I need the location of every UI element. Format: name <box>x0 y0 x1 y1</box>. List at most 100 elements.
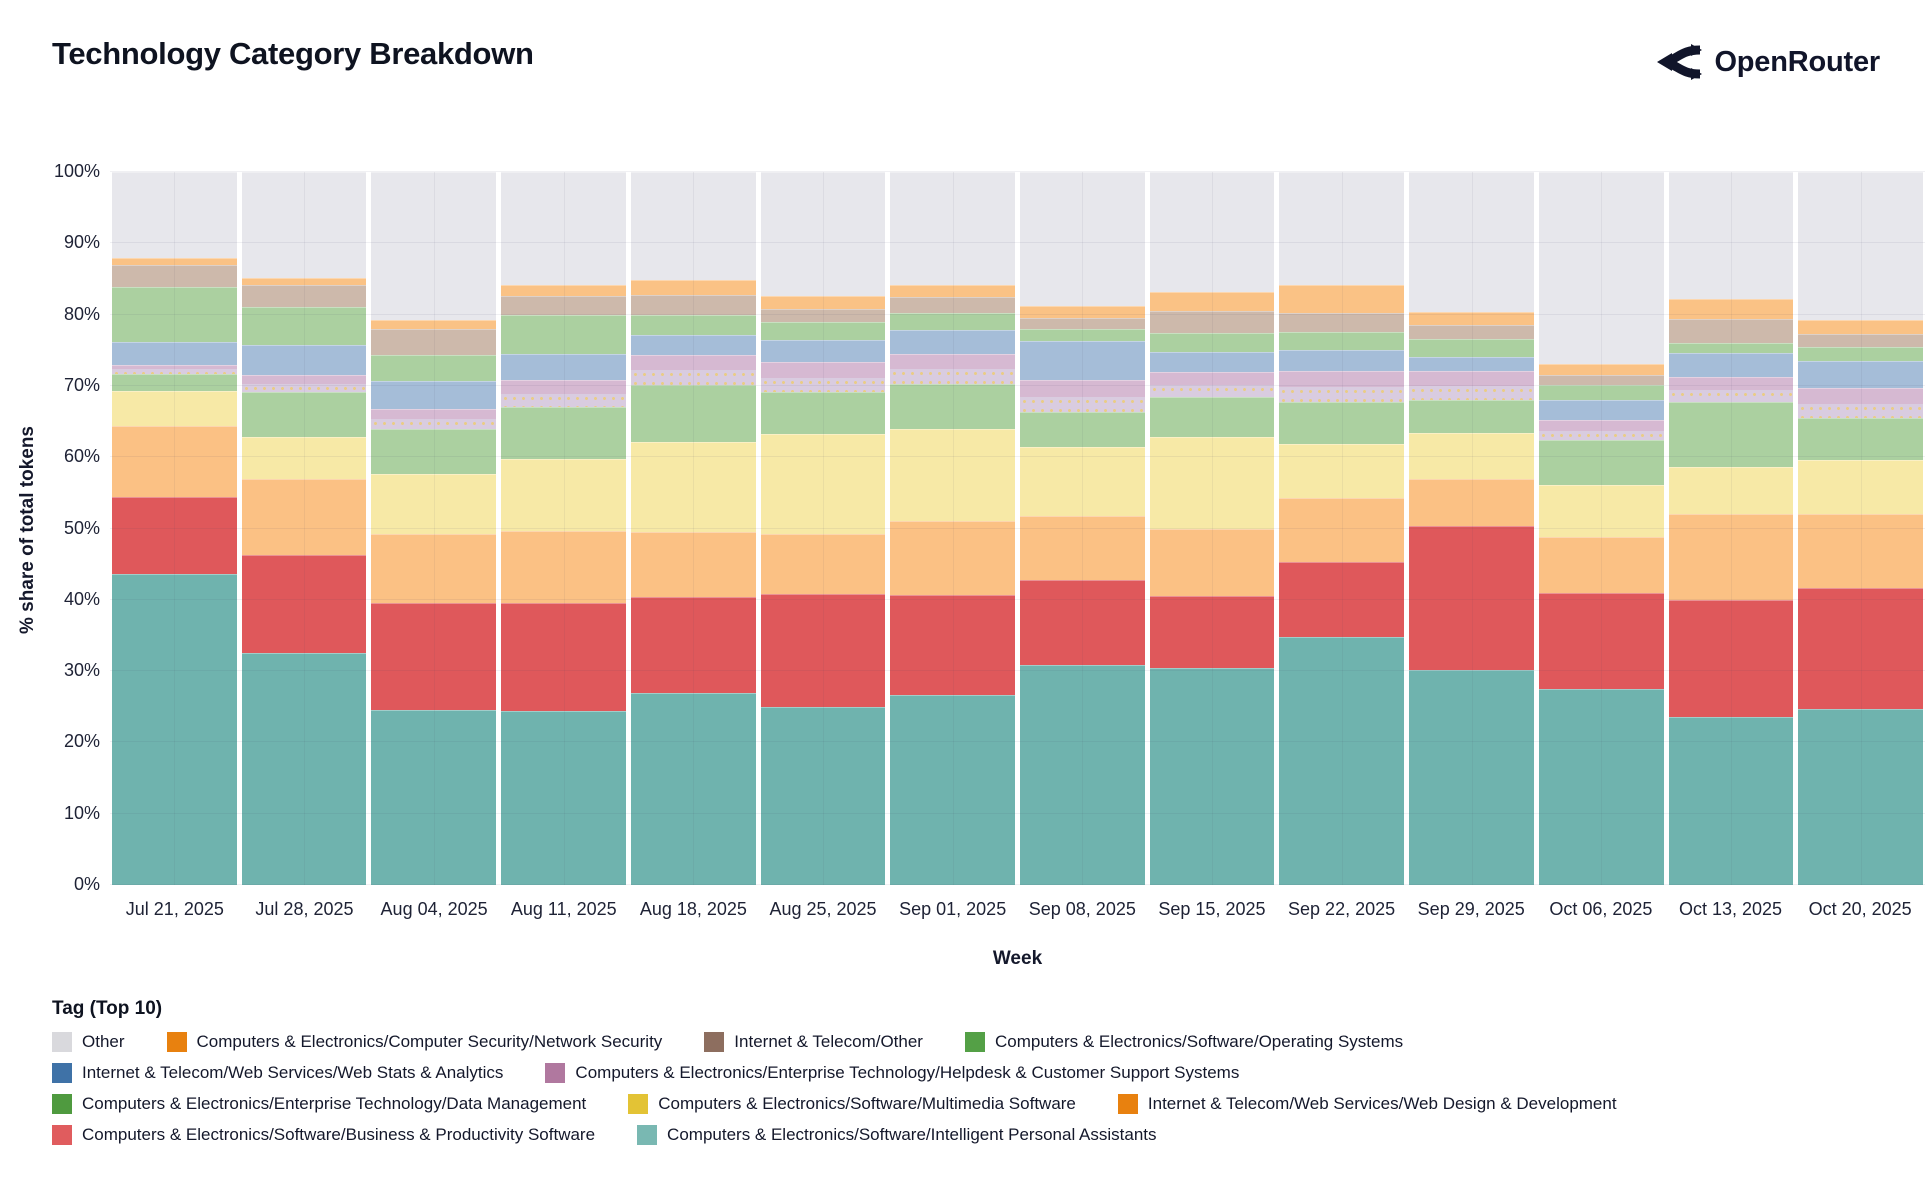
bar-segment-bp[interactable] <box>1149 595 1275 668</box>
bar-segment-other[interactable] <box>1020 172 1145 307</box>
bar-segment-webdesign[interactable] <box>890 521 1016 595</box>
bar-segment-multimedia[interactable] <box>1149 437 1275 529</box>
legend-item-os[interactable]: Computers & Electronics/Software/Operati… <box>964 1032 1403 1052</box>
bar-segment-os[interactable] <box>1020 328 1145 342</box>
bar-segment-other[interactable] <box>630 172 756 280</box>
bar-segment-netsec[interactable] <box>501 285 626 297</box>
bar-segment-bp[interactable] <box>1798 588 1924 709</box>
bar-segment-webdesign[interactable] <box>501 530 626 603</box>
bar-segment-ipa[interactable] <box>1409 669 1534 885</box>
bar-segment-datamgmt[interactable] <box>371 428 497 474</box>
bar-segment-netsec[interactable] <box>760 296 886 309</box>
bar-segment-multimedia[interactable] <box>1668 466 1794 515</box>
bar-segment-bp[interactable] <box>1409 525 1534 670</box>
bar-segment-other[interactable] <box>241 172 367 279</box>
bar-segment-netsec[interactable] <box>1538 363 1664 375</box>
bar-segment-os[interactable] <box>760 321 886 341</box>
bar-segment-bp[interactable] <box>241 554 367 653</box>
bar-segment-os[interactable] <box>1279 331 1405 351</box>
bar-segment-helpdesk[interactable] <box>1149 372 1275 398</box>
bar-segment-helpdesk[interactable] <box>1668 376 1794 402</box>
bar-segment-multimedia[interactable] <box>1538 485 1664 538</box>
legend-item-netsec[interactable]: Computers & Electronics/Computer Securit… <box>166 1032 662 1052</box>
bar-segment-helpdesk[interactable] <box>501 379 626 408</box>
legend-item-ipa[interactable]: Computers & Electronics/Software/Intelli… <box>637 1125 1157 1145</box>
bar-segment-multimedia[interactable] <box>1798 460 1924 515</box>
bar-segment-webdesign[interactable] <box>760 533 886 595</box>
bar-segment-bp[interactable] <box>501 602 626 712</box>
bar-segment-multimedia[interactable] <box>760 433 886 534</box>
bar-segment-netsec[interactable] <box>1798 320 1924 334</box>
bar-segment-datamgmt[interactable] <box>1798 418 1924 461</box>
bar-segment-helpdesk[interactable] <box>760 362 886 392</box>
bar-segment-bp[interactable] <box>1668 599 1794 717</box>
bar-segment-os[interactable] <box>241 306 367 346</box>
bar-segment-itother[interactable] <box>630 295 756 316</box>
bar-segment-netsec[interactable] <box>1149 291 1275 312</box>
bar-segment-datamgmt[interactable] <box>1020 412 1145 447</box>
bar-segment-itother[interactable] <box>1279 313 1405 332</box>
bar-segment-webdesign[interactable] <box>241 479 367 555</box>
bar-segment-ipa[interactable] <box>501 711 626 885</box>
bar-segment-datamgmt[interactable] <box>241 392 367 438</box>
bar-segment-ipa[interactable] <box>112 574 237 885</box>
bar-segment-other[interactable] <box>1538 172 1664 364</box>
bar-segment-multimedia[interactable] <box>1409 433 1534 479</box>
bar-segment-datamgmt[interactable] <box>630 384 756 443</box>
bar-segment-other[interactable] <box>1668 172 1794 299</box>
bar-segment-itother[interactable] <box>760 308 886 322</box>
bar-segment-os[interactable] <box>501 315 626 354</box>
legend-item-other[interactable]: Other <box>52 1032 125 1052</box>
bar-segment-webdesign[interactable] <box>1279 497 1405 563</box>
bar-segment-netsec[interactable] <box>371 319 497 329</box>
bar-segment-webdesign[interactable] <box>630 532 756 597</box>
bar-segment-datamgmt[interactable] <box>1538 440 1664 486</box>
bar-segment-datamgmt[interactable] <box>501 407 626 460</box>
bar-segment-itother[interactable] <box>1538 374 1664 386</box>
bar-segment-helpdesk[interactable] <box>112 364 237 375</box>
bar-segment-bp[interactable] <box>890 594 1016 696</box>
bar-segment-other[interactable] <box>501 172 626 286</box>
bar-segment-itother[interactable] <box>112 264 237 287</box>
bar-segment-datamgmt[interactable] <box>112 373 237 391</box>
bar-segment-os[interactable] <box>630 315 756 335</box>
bar-segment-other[interactable] <box>1798 172 1924 321</box>
bar-segment-webdesign[interactable] <box>1798 514 1924 589</box>
bar-segment-os[interactable] <box>1149 332 1275 353</box>
bar-segment-webstats[interactable] <box>1538 400 1664 421</box>
bar-segment-multimedia[interactable] <box>241 437 367 480</box>
bar-segment-other[interactable] <box>112 172 237 258</box>
bar-segment-bp[interactable] <box>1279 562 1405 637</box>
bar-segment-itother[interactable] <box>1020 317 1145 329</box>
bar-segment-ipa[interactable] <box>630 692 756 885</box>
bar-segment-ipa[interactable] <box>371 710 497 885</box>
bar-segment-helpdesk[interactable] <box>1538 420 1664 441</box>
bar-segment-webstats[interactable] <box>760 340 886 363</box>
bar-segment-helpdesk[interactable] <box>1279 370 1405 403</box>
bar-segment-netsec[interactable] <box>241 278 367 286</box>
bar-segment-itother[interactable] <box>1149 311 1275 333</box>
bar-segment-netsec[interactable] <box>1279 285 1405 314</box>
bar-segment-other[interactable] <box>1409 172 1534 312</box>
legend-item-webdesign[interactable]: Internet & Telecom/Web Services/Web Desi… <box>1117 1094 1617 1114</box>
bar-segment-bp[interactable] <box>630 596 756 693</box>
bar-segment-multimedia[interactable] <box>1279 443 1405 498</box>
bar-segment-webstats[interactable] <box>1409 357 1534 371</box>
bar-segment-other[interactable] <box>760 172 886 297</box>
bar-segment-itother[interactable] <box>1668 318 1794 344</box>
bar-segment-itother[interactable] <box>371 328 497 356</box>
bar-segment-ipa[interactable] <box>1668 716 1794 885</box>
bar-segment-netsec[interactable] <box>1409 311 1534 326</box>
bar-segment-multimedia[interactable] <box>630 442 756 533</box>
bar-segment-ipa[interactable] <box>1279 636 1405 885</box>
bar-segment-os[interactable] <box>1538 385 1664 401</box>
bar-segment-os[interactable] <box>1409 338 1534 358</box>
bar-segment-helpdesk[interactable] <box>1798 388 1924 419</box>
bar-segment-netsec[interactable] <box>112 257 237 265</box>
bar-segment-itother[interactable] <box>1798 333 1924 348</box>
bar-segment-itother[interactable] <box>890 296 1016 313</box>
bar-segment-ipa[interactable] <box>1020 665 1145 885</box>
bar-segment-ipa[interactable] <box>241 652 367 885</box>
bar-segment-webdesign[interactable] <box>371 534 497 604</box>
bar-segment-webstats[interactable] <box>630 334 756 355</box>
